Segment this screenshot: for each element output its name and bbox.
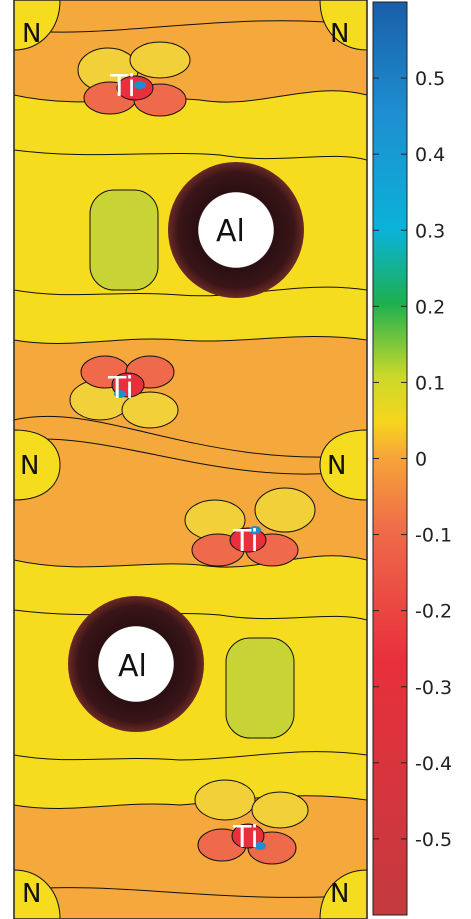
contour-line [14, 887, 367, 898]
colorbar-tick-label: 0.3 [415, 220, 445, 242]
plateau-lower [225, 637, 295, 739]
n-cap [14, 869, 61, 919]
atom-label: Ti [109, 69, 136, 104]
contour-line [14, 20, 367, 33]
n-cap [14, 429, 61, 501]
al-hole-lower-core [99, 627, 173, 701]
atom-label: Al [216, 214, 245, 249]
plot-frame [13, 0, 368, 919]
contour-line [14, 415, 367, 458]
n-cap [14, 0, 61, 51]
colorbar-tick-label: -0.4 [415, 753, 452, 775]
atom-label: N [22, 879, 41, 909]
atom-label: Ti [232, 820, 259, 855]
atom-label: Ti [107, 371, 134, 406]
plateau-upper [89, 189, 159, 291]
colorbar-tick-label: 0.2 [415, 296, 445, 318]
atom-label: N [22, 19, 41, 49]
n-cap [319, 869, 367, 919]
colorbar-tick-label: -0.5 [415, 829, 452, 851]
colorbar-tick-label: 0.1 [415, 372, 445, 394]
colorbar-tick-label: 0 [415, 449, 427, 471]
ti-lobes-3 [184, 487, 316, 567]
al-hole-upper-core [199, 193, 273, 267]
contour-line [14, 438, 367, 475]
atom-label: N [330, 19, 349, 49]
contour-field [14, 0, 367, 919]
atom-label: N [330, 879, 349, 909]
colorbar-tick-label: -0.1 [415, 525, 452, 547]
atom-labels: N N Ti Al Ti N N Ti Al Ti N N [20, 19, 349, 909]
atom-label: Al [118, 649, 147, 684]
n-cap [319, 0, 367, 51]
colorbar-tick-label: -0.3 [415, 677, 452, 699]
ti-lobes-4 [194, 779, 309, 865]
atom-label: Ti [232, 524, 259, 559]
colorbar-tick-label: -0.2 [415, 601, 452, 623]
n-cap [319, 429, 367, 501]
ti-lobes-2 [69, 355, 179, 429]
colorbar-tick-label: 0.5 [415, 68, 445, 90]
ti-lobes-1 [77, 41, 191, 117]
colorbar-ticks: 0.5 0.4 0.3 0.2 0.1 0 -0.1 -0.2 -0.3 -0.4 -0.5 [373, 68, 452, 851]
atom-label: N [327, 451, 346, 481]
colorbar-tick-label: 0.4 [415, 144, 445, 166]
contour-line [14, 149, 367, 297]
atom-label: N [20, 451, 39, 481]
